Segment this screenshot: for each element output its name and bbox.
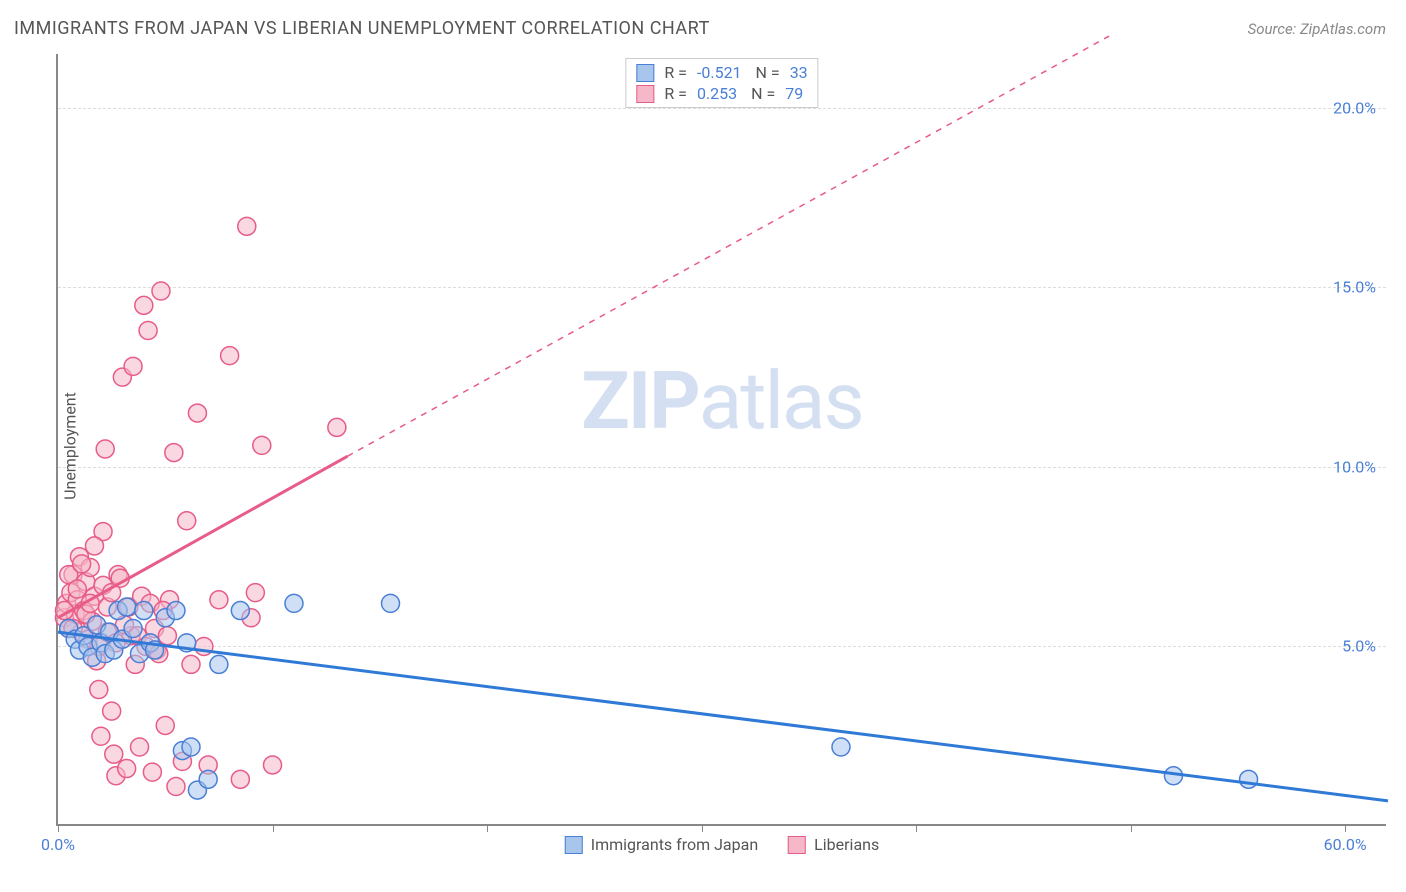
scatter-point-pink bbox=[328, 418, 346, 436]
scatter-point-pink bbox=[221, 347, 239, 365]
scatter-point-blue bbox=[210, 655, 228, 673]
chart-header: IMMIGRANTS FROM JAPAN VS LIBERIAN UNEMPL… bbox=[14, 18, 1386, 39]
scatter-point-blue bbox=[135, 602, 153, 620]
scatter-point-pink bbox=[253, 436, 271, 454]
scatter-point-pink bbox=[156, 716, 174, 734]
scatter-point-blue bbox=[832, 738, 850, 756]
stats-row-blue: R = -0.521 N = 33 bbox=[636, 63, 807, 82]
scatter-point-pink bbox=[188, 404, 206, 422]
swatch-pink-bottom bbox=[788, 836, 806, 854]
swatch-pink bbox=[636, 85, 654, 103]
scatter-point-blue bbox=[382, 594, 400, 612]
scatter-point-pink bbox=[68, 580, 86, 598]
scatter-point-pink bbox=[152, 282, 170, 300]
scatter-point-blue bbox=[167, 602, 185, 620]
x-tick bbox=[273, 824, 274, 832]
scatter-point-blue bbox=[231, 602, 249, 620]
stats-row-pink: R = 0.253 N = 79 bbox=[636, 84, 807, 103]
scatter-point-pink bbox=[118, 760, 136, 778]
scatter-point-pink bbox=[139, 321, 157, 339]
scatter-point-blue bbox=[182, 738, 200, 756]
stats-legend-box: R = -0.521 N = 33 R = 0.253 N = 79 bbox=[625, 58, 818, 108]
trend-line-blue bbox=[58, 632, 1388, 801]
legend-item-liberians: Liberians bbox=[788, 835, 879, 854]
scatter-point-pink bbox=[96, 440, 114, 458]
scatter-point-pink bbox=[167, 778, 185, 796]
scatter-point-pink bbox=[231, 770, 249, 788]
chart-title: IMMIGRANTS FROM JAPAN VS LIBERIAN UNEMPL… bbox=[14, 18, 710, 39]
scatter-point-pink bbox=[85, 537, 103, 555]
scatter-point-pink bbox=[92, 727, 110, 745]
legend-item-japan: Immigrants from Japan bbox=[565, 835, 758, 854]
scatter-point-blue bbox=[1240, 770, 1258, 788]
x-tick-label: 0.0% bbox=[41, 835, 75, 854]
scatter-point-blue bbox=[124, 620, 142, 638]
scatter-point-pink bbox=[143, 763, 161, 781]
x-tick bbox=[58, 824, 59, 832]
scatter-point-pink bbox=[135, 296, 153, 314]
x-tick bbox=[487, 824, 488, 832]
swatch-blue bbox=[636, 64, 654, 82]
scatter-point-blue bbox=[199, 770, 217, 788]
scatter-point-pink bbox=[264, 756, 282, 774]
x-tick bbox=[916, 824, 917, 832]
scatter-point-pink bbox=[210, 591, 228, 609]
scatter-point-pink bbox=[182, 655, 200, 673]
scatter-point-pink bbox=[105, 745, 123, 763]
scatter-point-blue bbox=[118, 598, 136, 616]
bottom-legend: Immigrants from Japan Liberians bbox=[565, 835, 880, 854]
swatch-blue-bottom bbox=[565, 836, 583, 854]
x-tick bbox=[1345, 824, 1346, 832]
x-tick-label: 60.0% bbox=[1324, 835, 1367, 854]
scatter-point-pink bbox=[246, 584, 264, 602]
scatter-point-pink bbox=[238, 217, 256, 235]
scatter-point-pink bbox=[158, 627, 176, 645]
x-tick bbox=[1131, 824, 1132, 832]
scatter-point-blue bbox=[285, 594, 303, 612]
plot-area: 5.0%10.0%15.0%20.0% ZIPatlas R = -0.521 … bbox=[56, 54, 1386, 826]
chart-source: Source: ZipAtlas.com bbox=[1248, 20, 1386, 38]
scatter-point-pink bbox=[73, 555, 91, 573]
scatter-point-pink bbox=[178, 512, 196, 530]
scatter-point-pink bbox=[165, 444, 183, 462]
x-tick bbox=[702, 824, 703, 832]
scatter-point-pink bbox=[131, 738, 149, 756]
scatter-point-pink bbox=[103, 702, 121, 720]
scatter-point-pink bbox=[90, 681, 108, 699]
chart-svg bbox=[58, 54, 1386, 824]
scatter-point-pink bbox=[124, 357, 142, 375]
